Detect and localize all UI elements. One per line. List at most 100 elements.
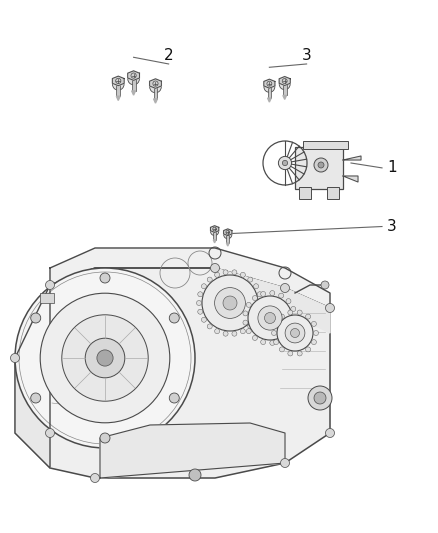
Polygon shape [100, 423, 285, 478]
Circle shape [308, 386, 332, 410]
Circle shape [91, 473, 99, 482]
Bar [303, 141, 348, 149]
Polygon shape [211, 225, 219, 232]
Circle shape [240, 272, 245, 277]
Circle shape [258, 301, 264, 305]
Circle shape [240, 329, 245, 334]
Circle shape [150, 81, 161, 93]
Circle shape [270, 341, 275, 345]
Circle shape [288, 310, 293, 315]
Circle shape [211, 263, 219, 272]
Circle shape [279, 347, 284, 352]
Circle shape [113, 78, 124, 90]
Circle shape [306, 314, 311, 319]
Circle shape [201, 317, 206, 322]
Circle shape [100, 273, 110, 283]
Bar [327, 187, 339, 199]
Circle shape [202, 275, 258, 331]
Circle shape [246, 329, 251, 334]
Circle shape [286, 298, 291, 304]
Circle shape [291, 306, 296, 311]
Circle shape [207, 277, 212, 282]
Circle shape [243, 320, 248, 325]
Polygon shape [279, 77, 290, 85]
Circle shape [248, 324, 253, 329]
Polygon shape [343, 176, 358, 182]
Bar [226, 235, 229, 243]
Circle shape [197, 301, 201, 305]
Circle shape [223, 270, 228, 275]
Circle shape [198, 309, 203, 314]
Polygon shape [128, 71, 139, 80]
Circle shape [274, 321, 279, 326]
Circle shape [252, 335, 258, 341]
Circle shape [325, 303, 335, 312]
Circle shape [257, 292, 262, 297]
Circle shape [280, 458, 290, 467]
Circle shape [232, 331, 237, 336]
Polygon shape [50, 248, 330, 308]
Bar [117, 84, 120, 96]
Circle shape [311, 340, 316, 345]
Circle shape [46, 280, 54, 289]
Bar [40, 293, 54, 303]
Circle shape [274, 340, 279, 345]
Circle shape [261, 292, 266, 296]
Circle shape [128, 73, 139, 85]
Circle shape [314, 330, 318, 335]
Circle shape [272, 330, 276, 335]
Text: 1: 1 [387, 160, 397, 175]
Circle shape [62, 315, 148, 401]
Circle shape [248, 277, 253, 282]
Polygon shape [224, 229, 232, 236]
Circle shape [31, 313, 41, 323]
Circle shape [258, 306, 282, 330]
Circle shape [297, 310, 302, 315]
Circle shape [232, 270, 237, 275]
Polygon shape [215, 268, 330, 333]
Circle shape [223, 296, 237, 310]
Circle shape [318, 162, 324, 168]
Circle shape [246, 302, 251, 308]
Bar [132, 79, 135, 91]
Circle shape [248, 296, 292, 340]
Text: 2: 2 [164, 49, 173, 63]
Polygon shape [132, 91, 135, 95]
Circle shape [314, 392, 326, 404]
Circle shape [293, 316, 297, 320]
Circle shape [85, 338, 125, 378]
Circle shape [215, 288, 245, 318]
Circle shape [252, 296, 258, 301]
Circle shape [198, 292, 203, 297]
Circle shape [270, 290, 275, 296]
Polygon shape [15, 268, 330, 478]
Bar [299, 187, 311, 199]
Circle shape [40, 293, 170, 423]
Polygon shape [283, 95, 286, 100]
Circle shape [279, 156, 292, 169]
Circle shape [11, 353, 20, 362]
Circle shape [279, 79, 290, 90]
Bar [268, 87, 271, 98]
Bar [295, 147, 343, 189]
Circle shape [283, 160, 288, 166]
Polygon shape [343, 156, 361, 160]
Circle shape [243, 311, 248, 316]
Circle shape [286, 333, 291, 337]
Circle shape [280, 284, 290, 293]
Circle shape [279, 314, 284, 319]
Circle shape [46, 429, 54, 438]
Polygon shape [154, 99, 157, 103]
Circle shape [15, 268, 195, 448]
Polygon shape [226, 243, 229, 246]
Text: 3: 3 [302, 49, 311, 63]
Circle shape [254, 284, 258, 289]
Polygon shape [15, 285, 50, 468]
Circle shape [279, 338, 284, 343]
Polygon shape [213, 240, 216, 243]
Circle shape [265, 312, 276, 324]
Circle shape [306, 347, 311, 352]
Circle shape [257, 309, 262, 314]
Polygon shape [113, 76, 124, 86]
Circle shape [31, 393, 41, 403]
